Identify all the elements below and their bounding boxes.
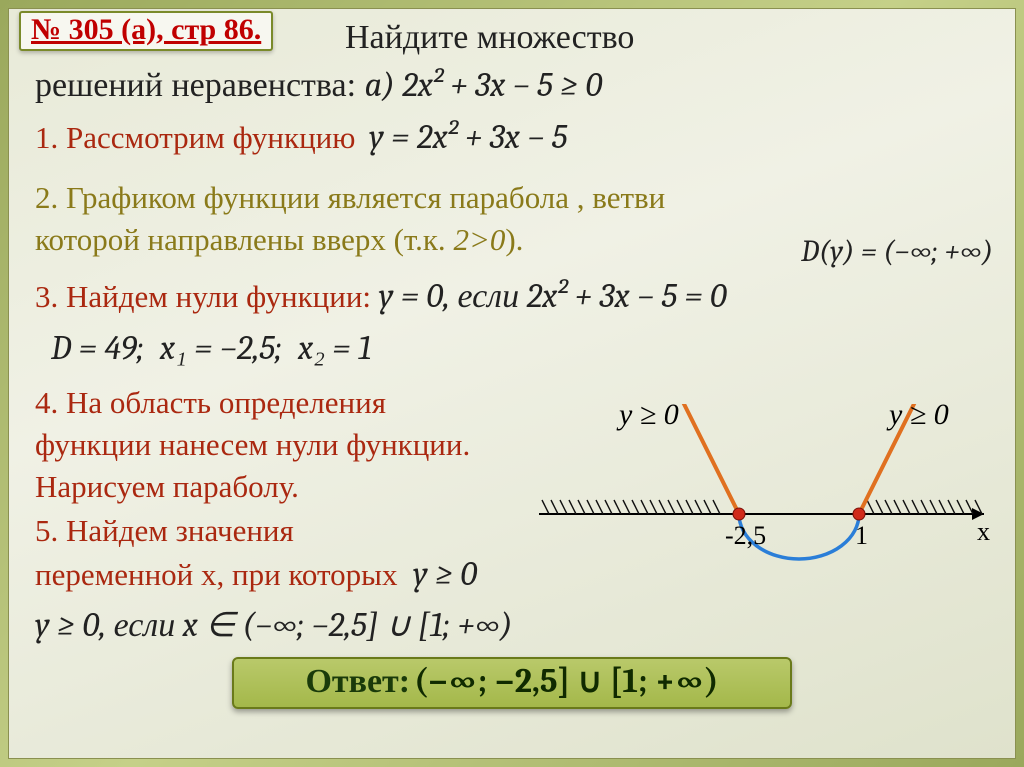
task-title-line1: Найдите множество	[345, 15, 989, 61]
step-4-line3: Нарисуем параболу.	[35, 466, 555, 508]
svg-text:y ≥ 0: y ≥ 0	[886, 404, 949, 431]
discriminant: D = 49;	[51, 328, 144, 368]
step-4-line2: функции нанесем нули функции.	[35, 424, 555, 466]
svg-text:1: 1	[855, 521, 868, 550]
answer-label: Ответ:	[305, 663, 410, 700]
parabola-diagram: -2,5 1 x y ≥ 0 y ≥ 0	[529, 404, 999, 574]
step-2-line1: 2. Графиком функции является парабола , …	[35, 177, 989, 219]
step3-label: 3. Найдем нули функции:	[35, 279, 371, 314]
step-5-line2: переменной x, при которых y ≥ 0	[35, 552, 595, 598]
step-3: 3. Найдем нули функции: y = 0, если 2x² …	[35, 274, 989, 320]
step5-text: переменной x, при которых	[35, 557, 397, 592]
step-5-line1: 5. Найдем значения	[35, 510, 595, 552]
domain-expression: D(y) = (−∞; +∞)	[801, 234, 993, 269]
problem-inequality: a) 2x² + 3x − 5 ≥ 0	[365, 65, 603, 105]
answer-box: Ответ: (−∞; −2,5] ∪ [1; +∞)	[232, 657, 792, 709]
y-ge-0-inline: y ≥ 0	[413, 554, 477, 594]
step3-eq: y = 0, если 2x² + 3x − 5 = 0	[379, 276, 727, 316]
answer-math: (−∞; −2,5] ∪ [1; +∞)	[414, 661, 718, 701]
step2-cond: 2>0	[453, 222, 505, 257]
exercise-badge: № 305 (а), стр 86.	[19, 11, 273, 51]
step2-pre: которой направлены вверх (т.к.	[35, 222, 453, 257]
slide: № 305 (а), стр 86. Найдите множество реш…	[8, 8, 1016, 759]
step1-label: 1. Рассмотрим функцию	[35, 120, 355, 155]
step1-function: y = 2x² + 3x − 5	[369, 117, 567, 157]
step-4-line1: 4. На область определения	[35, 382, 555, 424]
solution-set: y ≥ 0, если x ∈ (−∞; −2,5] ∪ [1; +∞)	[35, 605, 513, 645]
discriminant-line: D = 49; x₁ = −2,5; x₂ = 1	[35, 326, 989, 372]
task-title-line2: решений неравенства: a) 2x² + 3x − 5 ≥ 0	[35, 63, 989, 109]
task-title-pre: решений неравенства:	[35, 67, 356, 104]
step2-post: ).	[505, 222, 523, 257]
svg-text:y ≥ 0: y ≥ 0	[616, 404, 679, 431]
root-x1: x₁ = −2,5;	[160, 328, 282, 368]
root-x2: x₂ = 1	[298, 328, 371, 368]
svg-text:-2,5: -2,5	[725, 521, 766, 550]
step-1: 1. Рассмотрим функцию y = 2x² + 3x − 5	[35, 115, 989, 161]
svg-text:x: x	[977, 517, 990, 546]
